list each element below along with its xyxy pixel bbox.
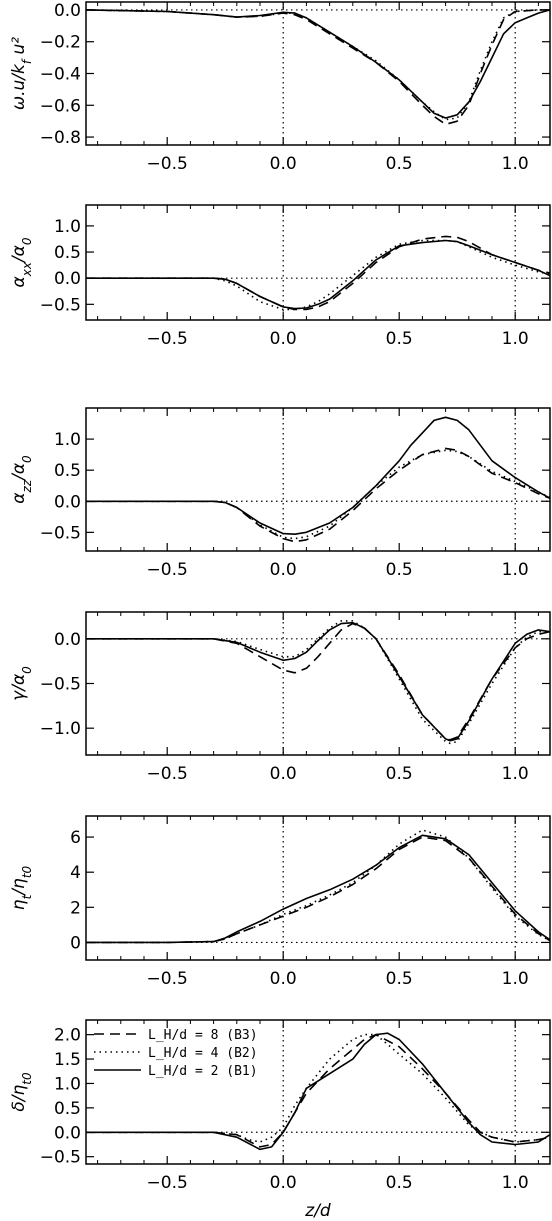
y-tick-label: 0.5	[54, 461, 81, 481]
y-axis-label: ηt/ηt0	[9, 865, 34, 910]
x-tick-label: −0.5	[147, 764, 188, 784]
plot-frame	[85, 1019, 551, 1165]
x-tick-label: −0.5	[147, 969, 188, 989]
y-tick-label: 0.0	[54, 1, 81, 21]
y-tick-label: 0.0	[54, 492, 81, 512]
y-tick-label: 2.0	[54, 1026, 81, 1046]
y-tick-label: −0.2	[40, 33, 81, 53]
x-tick-label: 0.5	[386, 1173, 413, 1193]
legend-label: L_H/d = 4 (B2)	[148, 1046, 258, 1061]
x-tick-label: 0.5	[386, 154, 413, 174]
y-tick-label: 4	[70, 863, 81, 883]
x-tick-label: −0.5	[147, 1173, 188, 1193]
x-tick-label: 1.0	[502, 764, 529, 784]
y-axis-label: αxx/α0	[9, 237, 34, 287]
series-line-solid	[85, 9, 551, 119]
panel-5: −0.5 0.0 0.5 1.0 6 4 2 0 ηt/ηt0	[9, 815, 551, 989]
plot-frame	[85, 611, 551, 756]
y-tick-label: 0.5	[54, 243, 81, 263]
x-tick-label: 1.0	[502, 1173, 529, 1193]
y-tick-label: 0.5	[54, 1099, 81, 1119]
x-tick-label: −0.5	[147, 329, 188, 349]
x-tick-label: 0.5	[386, 560, 413, 580]
y-tick-label: −0.5	[40, 1148, 81, 1168]
series-line-dashed	[86, 1033, 551, 1148]
series-line-dashed	[86, 235, 551, 311]
y-tick-label: 0.0	[54, 1123, 81, 1143]
y-tick-label: −0.6	[40, 96, 81, 116]
legend: L_H/d = 8 (B3) L_H/d = 4 (B2) L_H/d = 2 (B…	[94, 1028, 258, 1079]
y-tick-label: −0.5	[40, 675, 81, 695]
x-tick-label: 0.0	[270, 329, 297, 349]
series-line-dashed	[86, 836, 551, 944]
x-tick-label: 0.0	[270, 969, 297, 989]
series-line-dotted	[85, 9, 550, 121]
y-axis-label: ω.u/kf u²	[9, 37, 34, 110]
x-tick-label: 1.0	[502, 969, 529, 989]
x-tick-label: 1.0	[502, 154, 529, 174]
y-tick-label: 0.0	[54, 269, 81, 289]
panel-3: −0.5 0.0 0.5 1.0 1.0 0.5 0.0 −0.5 αzz/α0	[9, 407, 551, 580]
x-tick-label: 0.0	[270, 154, 297, 174]
y-tick-label: −0.5	[40, 523, 81, 543]
panel-4: −0.5 0.0 0.5 1.0 0.0 −0.5 −1.0 γ/α0	[9, 611, 551, 784]
series-line-dotted	[86, 239, 551, 311]
panel-1: −0.5 0.0 0.5 1.0 0.0 −0.2 −0.4 −0.6 −0.8 ω.u/kf u…	[9, 1, 551, 174]
series-line-solid	[86, 239, 551, 310]
x-tick-label: 0.5	[386, 329, 413, 349]
series-line-solid	[86, 834, 551, 944]
y-tick-label: 1.0	[54, 217, 81, 237]
y-tick-label: 2	[70, 898, 81, 918]
x-tick-label: 0.0	[270, 1173, 297, 1193]
series-line-dotted	[86, 449, 551, 540]
series-line-dashed	[85, 9, 550, 126]
legend-label: L_H/d = 8 (B3)	[148, 1028, 258, 1043]
series-line-solid	[86, 1032, 551, 1151]
x-tick-label: −0.5	[147, 560, 188, 580]
plot-frame	[85, 204, 551, 321]
y-tick-label: −1.0	[40, 719, 81, 739]
x-tick-label: 0.5	[386, 969, 413, 989]
x-tick-label: 1.0	[502, 560, 529, 580]
x-axis-label: z/d	[304, 1201, 331, 1221]
series-line-solid	[86, 621, 551, 742]
y-tick-label: −0.8	[40, 128, 81, 148]
y-tick-label: 6	[70, 828, 81, 848]
x-tick-label: 0.0	[270, 764, 297, 784]
y-tick-label: 0.0	[54, 630, 81, 650]
panel-2: −0.5 0.0 0.5 1.0 1.0 0.5 0.0 −0.5 αxx/α0	[9, 204, 551, 349]
x-tick-label: 0.5	[386, 764, 413, 784]
y-tick-label: 1.0	[54, 430, 81, 450]
y-axis-label: γ/α0	[9, 666, 34, 701]
x-tick-label: 0.0	[270, 560, 297, 580]
y-tick-label: −0.5	[40, 295, 81, 315]
panel-6: −0.5 0.0 0.5 1.0 2.0 1.5 1.0 0.5 0.0 −0.5 δ/ηt0 z/d…	[9, 1019, 551, 1221]
plot-frame	[85, 815, 551, 961]
y-tick-label: 0	[70, 933, 81, 953]
series-line-solid	[86, 416, 551, 535]
legend-label: L_H/d = 2 (B1)	[148, 1064, 258, 1079]
x-tick-label: 1.0	[502, 329, 529, 349]
y-tick-label: 1.5	[54, 1050, 81, 1070]
series-line-dotted	[86, 829, 551, 944]
y-axis-label: αzz/α0	[9, 455, 34, 504]
y-tick-label: −0.4	[40, 65, 81, 85]
plot-frame	[85, 407, 551, 552]
x-tick-label: −0.5	[147, 154, 188, 174]
y-axis-label: δ/ηt0	[9, 1072, 34, 1112]
y-tick-label: 1.0	[54, 1074, 81, 1094]
plot-frame	[85, 1, 551, 146]
